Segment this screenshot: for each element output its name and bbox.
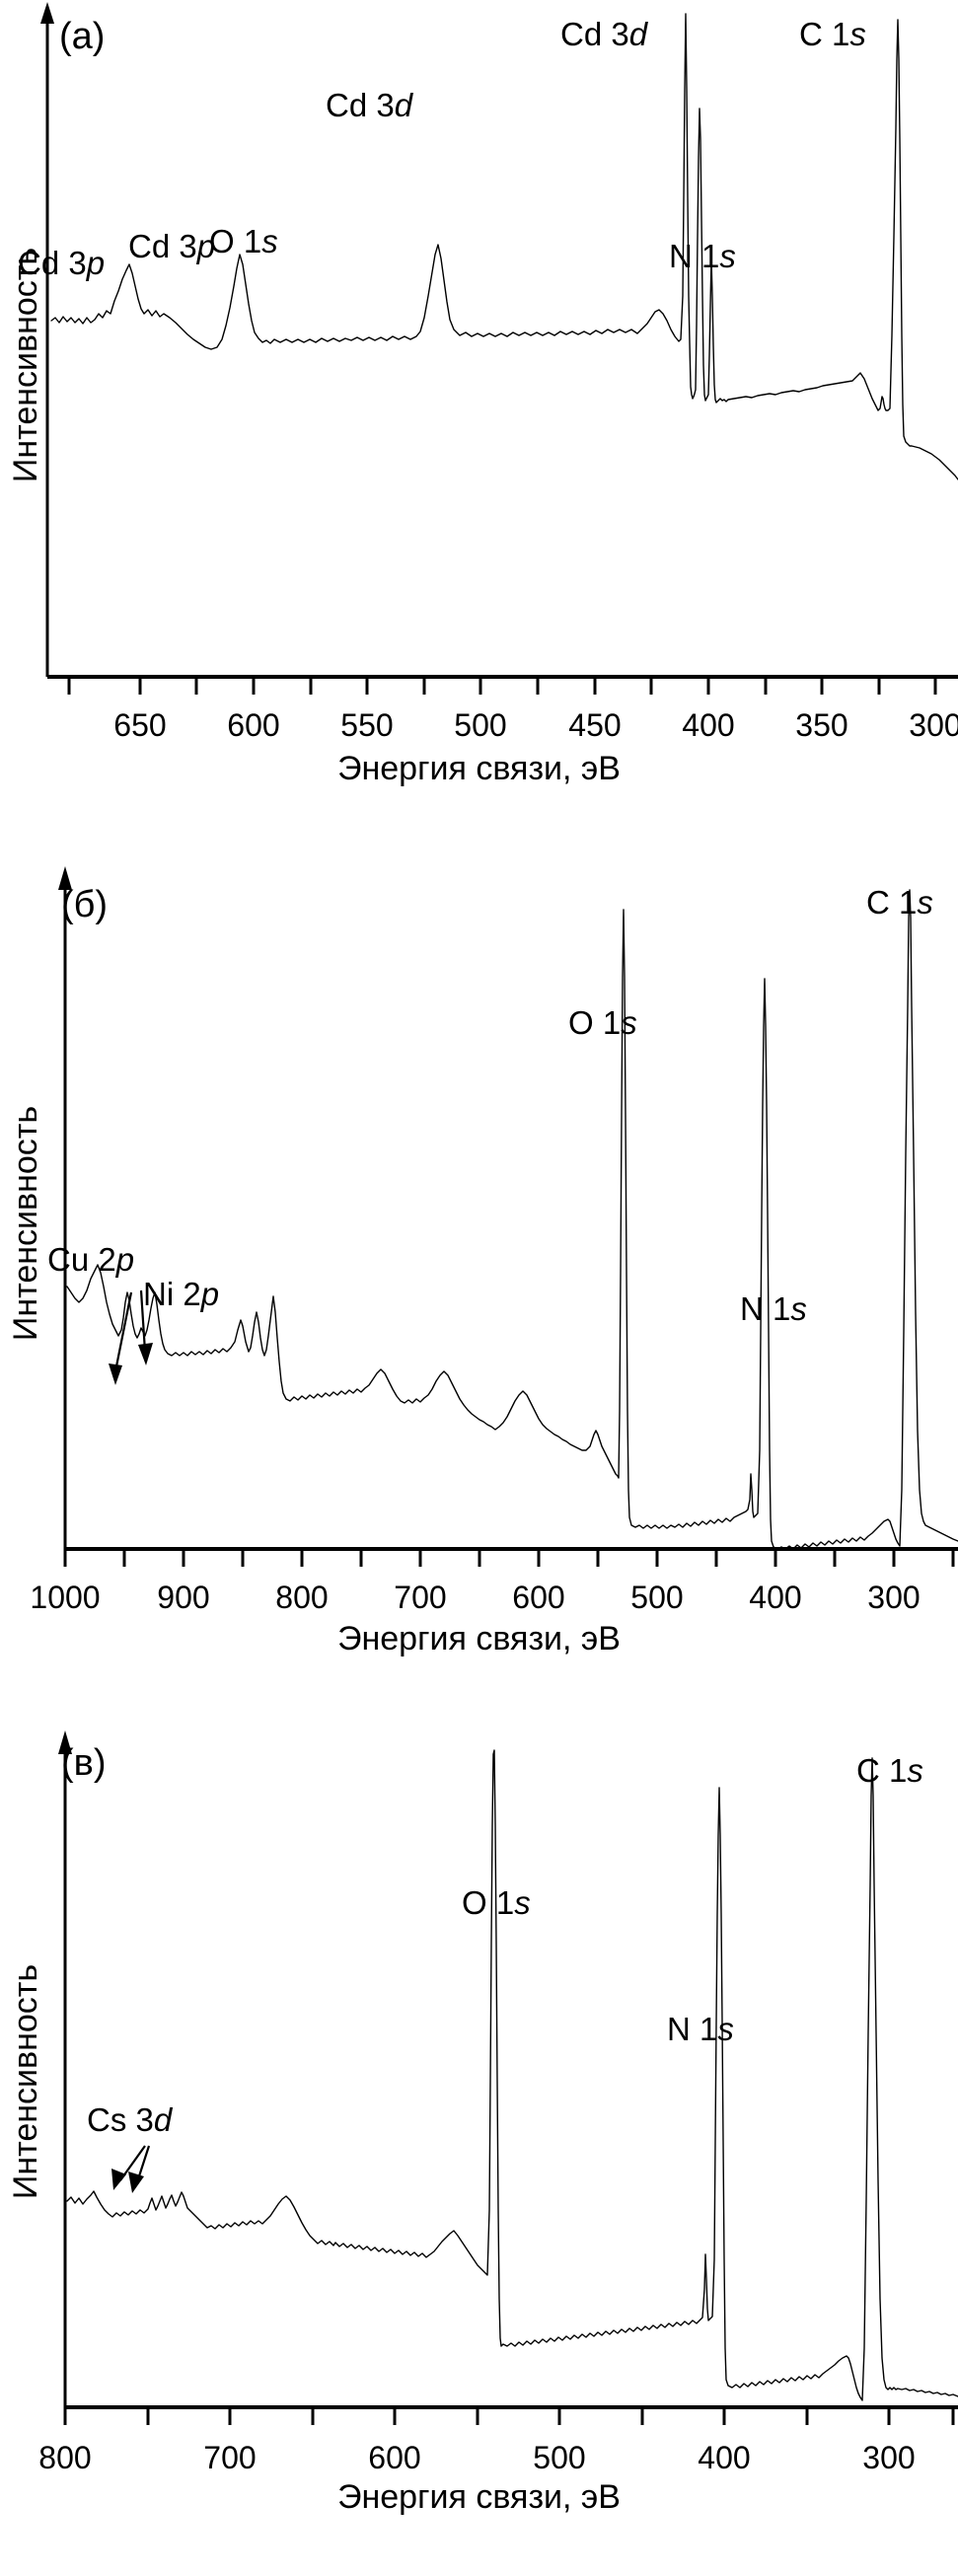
panel-b-xtick-400: 400 xyxy=(749,1580,801,1615)
peak-label-c1s: C 1s xyxy=(799,16,866,52)
peak-label-n1s-b: N 1s xyxy=(740,1290,807,1327)
panel-b-x-axis: 1000 900 800 700 600 500 400 300 xyxy=(30,1547,958,1615)
panel-a-y-axis xyxy=(40,2,54,677)
cs3d-annotation-arrows xyxy=(111,2145,151,2193)
panel-b-xtick-900: 900 xyxy=(157,1580,209,1615)
peak-label-c1s-c: C 1s xyxy=(856,1752,923,1789)
panel-b-spectrum-trace xyxy=(66,889,958,1550)
panel-c-xtick-800: 800 xyxy=(38,2440,91,2475)
peak-label-cd3d-upper: Cd 3d xyxy=(560,16,648,52)
panel-a-xtick-500: 500 xyxy=(454,707,506,743)
panel-b: Интенсивность (б) Cu 2p Ni 2p O 1s N 1s … xyxy=(0,858,958,1717)
panel-c: Интенсивность (в) Cs 3d O 1s N 1s C 1s xyxy=(0,1717,958,2576)
peak-label-o1s-c: O 1s xyxy=(462,1884,531,1921)
panel-b-xtick-1000: 1000 xyxy=(30,1580,100,1615)
panel-c-y-axis xyxy=(58,1730,72,2407)
panel-c-xtick-300: 300 xyxy=(862,2440,915,2475)
panel-a-tag: (а) xyxy=(59,16,106,57)
panel-b-y-axis xyxy=(58,866,72,1549)
panel-c-xtick-500: 500 xyxy=(533,2440,585,2475)
panel-a-xtick-550: 550 xyxy=(340,707,393,743)
panel-a-x-axis-label: Энергия связи, эВ xyxy=(337,750,621,787)
panel-b-xtick-700: 700 xyxy=(394,1580,446,1615)
panel-c-plot: 800 700 600 500 400 300 xyxy=(38,1730,958,2475)
panel-b-xtick-600: 600 xyxy=(512,1580,564,1615)
peak-label-cd3p-1: Cd 3p xyxy=(18,245,106,281)
panel-a-xtick-650: 650 xyxy=(113,707,166,743)
peak-label-cd3p-2: Cd 3p xyxy=(128,228,216,264)
peak-label-n1s: N 1s xyxy=(669,238,736,274)
panel-a-x-axis: 650 600 550 500 450 400 350 300 xyxy=(47,675,958,743)
panel-c-xtick-700: 700 xyxy=(203,2440,256,2475)
peak-label-ni2p: Ni 2p xyxy=(143,1276,220,1312)
panel-c-x-axis-label: Энергия связи, эВ xyxy=(337,2478,621,2516)
panel-a-xtick-300: 300 xyxy=(909,707,958,743)
panel-b-plot: 1000 900 800 700 600 500 400 300 xyxy=(30,866,958,1615)
peak-label-cd3d-lower: Cd 3d xyxy=(326,87,413,123)
panel-a-xtick-600: 600 xyxy=(227,707,279,743)
panel-b-xtick-500: 500 xyxy=(630,1580,683,1615)
panel-c-x-axis: 800 700 600 500 400 300 xyxy=(38,2405,958,2475)
panel-a-plot: 650 600 550 500 450 400 350 300 xyxy=(40,2,958,743)
peak-label-cs3d: Cs 3d xyxy=(87,2101,173,2138)
panel-b-xtick-300: 300 xyxy=(867,1580,920,1615)
panel-a: Интенсивность (а) Cd 3p Cd 3p O 1s Cd 3d… xyxy=(0,0,958,858)
panel-c-xtick-400: 400 xyxy=(698,2440,750,2475)
panel-a-xtick-350: 350 xyxy=(795,707,847,743)
panel-a-spectrum-trace xyxy=(50,13,958,480)
panel-c-spectrum-trace xyxy=(66,1749,958,2401)
panel-b-xtick-800: 800 xyxy=(275,1580,328,1615)
panel-a-xtick-450: 450 xyxy=(568,707,621,743)
cu2p-annotation-arrows xyxy=(109,1289,153,1385)
panel-c-xtick-600: 600 xyxy=(368,2440,420,2475)
panel-b-x-axis-label: Энергия связи, эВ xyxy=(337,1620,621,1657)
panel-b-tag: (б) xyxy=(61,884,109,925)
peak-label-o1s: O 1s xyxy=(209,223,278,259)
peak-label-cu2p: Cu 2p xyxy=(47,1241,135,1278)
panel-a-xtick-400: 400 xyxy=(682,707,734,743)
